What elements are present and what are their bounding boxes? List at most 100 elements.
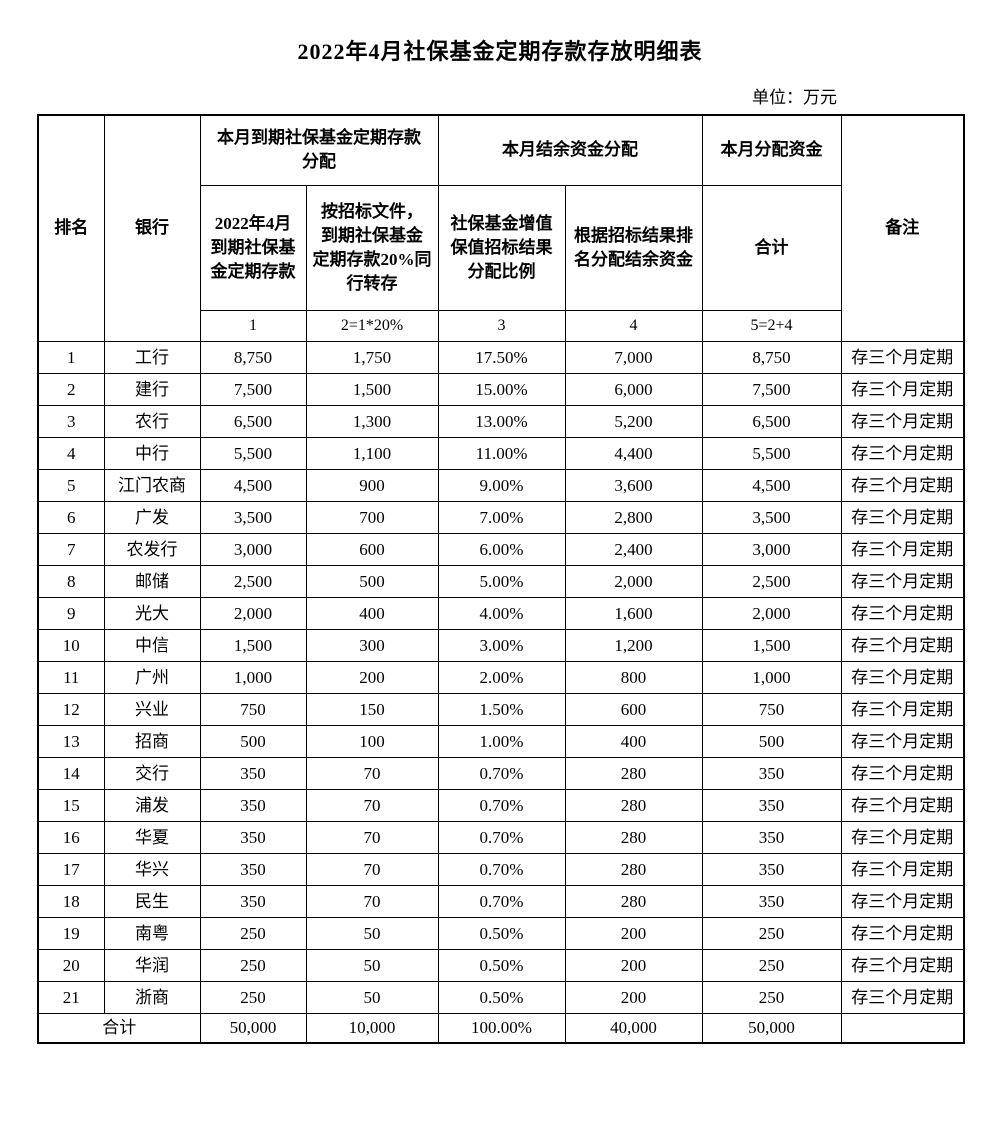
table-row: 11 广州 1,000 200 2.00% 800 1,000 存三个月定期 — [37, 660, 965, 694]
cell-ratio: 2.00% — [437, 660, 566, 694]
cell-ratio: 3.00% — [437, 628, 566, 662]
table-row: 12 兴业 750 150 1.50% 600 750 存三个月定期 — [37, 692, 965, 726]
page-title: 2022年4月社保基金定期存款存放明细表 — [297, 39, 703, 64]
table-row: 19 南粤 250 50 0.50% 200 250 存三个月定期 — [37, 916, 965, 950]
cell-matured-deposit: 750 — [199, 692, 307, 726]
cell-matured-deposit: 250 — [199, 916, 307, 950]
cell-matured-deposit: 2,500 — [199, 564, 307, 598]
cell-ratio: 0.70% — [437, 820, 566, 854]
header-balance-alloc: 根据招标结果排 名分配结余资金 — [564, 184, 703, 311]
cell-allocated-total: 250 — [701, 916, 842, 950]
cell-bank: 南粤 — [103, 916, 201, 950]
cell-matured-deposit: 350 — [199, 852, 307, 886]
cell-ratio: 0.70% — [437, 884, 566, 918]
total-matured-deposit: 50,000 — [199, 1012, 307, 1044]
total-row: 合计 50,000 10,000 100.00% 40,000 50,000 — [37, 1012, 965, 1044]
cell-allocated-total: 250 — [701, 948, 842, 982]
cell-remark: 存三个月定期 — [840, 756, 965, 790]
cell-rank: 6 — [37, 500, 105, 534]
cell-transfer: 400 — [305, 596, 439, 630]
cell-remark: 存三个月定期 — [840, 340, 965, 374]
cell-remark: 存三个月定期 — [840, 916, 965, 950]
formula-col3: 3 — [437, 309, 566, 342]
cell-remark: 存三个月定期 — [840, 692, 965, 726]
cell-balance-alloc: 1,600 — [564, 596, 703, 630]
cell-ratio: 9.00% — [437, 468, 566, 502]
cell-balance-alloc: 200 — [564, 916, 703, 950]
cell-allocated-total: 7,500 — [701, 372, 842, 406]
cell-matured-deposit: 250 — [199, 980, 307, 1014]
cell-remark: 存三个月定期 — [840, 372, 965, 406]
table-row: 5 江门农商 4,500 900 9.00% 3,600 4,500 存三个月定… — [37, 468, 965, 502]
cell-ratio: 0.70% — [437, 756, 566, 790]
cell-allocated-total: 350 — [701, 884, 842, 918]
cell-ratio: 1.00% — [437, 724, 566, 758]
cell-ratio: 0.50% — [437, 948, 566, 982]
cell-matured-deposit: 3,000 — [199, 532, 307, 566]
cell-rank: 16 — [37, 820, 105, 854]
cell-bank: 农发行 — [103, 532, 201, 566]
cell-allocated-total: 350 — [701, 820, 842, 854]
cell-remark: 存三个月定期 — [840, 948, 965, 982]
cell-ratio: 4.00% — [437, 596, 566, 630]
cell-balance-alloc: 280 — [564, 884, 703, 918]
cell-rank: 19 — [37, 916, 105, 950]
cell-allocated-total: 4,500 — [701, 468, 842, 502]
cell-remark: 存三个月定期 — [840, 724, 965, 758]
cell-balance-alloc: 3,600 — [564, 468, 703, 502]
cell-transfer: 900 — [305, 468, 439, 502]
cell-rank: 18 — [37, 884, 105, 918]
table-row: 2 建行 7,500 1,500 15.00% 6,000 7,500 存三个月… — [37, 372, 965, 406]
cell-transfer: 1,750 — [305, 340, 439, 374]
cell-balance-alloc: 1,200 — [564, 628, 703, 662]
cell-bank: 华夏 — [103, 820, 201, 854]
total-balance-alloc: 40,000 — [564, 1012, 703, 1044]
table-row: 16 华夏 350 70 0.70% 280 350 存三个月定期 — [37, 820, 965, 854]
cell-transfer: 150 — [305, 692, 439, 726]
unit-label: 单位：万元 — [752, 88, 837, 107]
cell-ratio: 6.00% — [437, 532, 566, 566]
cell-ratio: 7.00% — [437, 500, 566, 534]
cell-matured-deposit: 2,000 — [199, 596, 307, 630]
table-row: 18 民生 350 70 0.70% 280 350 存三个月定期 — [37, 884, 965, 918]
cell-remark: 存三个月定期 — [840, 500, 965, 534]
cell-bank: 建行 — [103, 372, 201, 406]
cell-bank: 交行 — [103, 756, 201, 790]
cell-allocated-total: 500 — [701, 724, 842, 758]
cell-allocated-total: 350 — [701, 756, 842, 790]
cell-allocated-total: 250 — [701, 980, 842, 1014]
formula-col2: 2=1*20% — [305, 309, 439, 342]
cell-remark: 存三个月定期 — [840, 980, 965, 1014]
cell-allocated-total: 350 — [701, 788, 842, 822]
cell-rank: 9 — [37, 596, 105, 630]
cell-balance-alloc: 2,000 — [564, 564, 703, 598]
cell-matured-deposit: 350 — [199, 756, 307, 790]
cell-balance-alloc: 2,400 — [564, 532, 703, 566]
cell-ratio: 0.70% — [437, 788, 566, 822]
cell-remark: 存三个月定期 — [840, 404, 965, 438]
cell-bank: 光大 — [103, 596, 201, 630]
cell-ratio: 13.00% — [437, 404, 566, 438]
cell-allocated-total: 2,000 — [701, 596, 842, 630]
table-row: 21 浙商 250 50 0.50% 200 250 存三个月定期 — [37, 980, 965, 1014]
cell-rank: 15 — [37, 788, 105, 822]
total-remark — [840, 1012, 965, 1044]
cell-allocated-total: 750 — [701, 692, 842, 726]
cell-balance-alloc: 4,400 — [564, 436, 703, 470]
cell-bank: 兴业 — [103, 692, 201, 726]
cell-allocated-total: 8,750 — [701, 340, 842, 374]
cell-remark: 存三个月定期 — [840, 436, 965, 470]
cell-transfer: 200 — [305, 660, 439, 694]
cell-bank: 民生 — [103, 884, 201, 918]
cell-transfer: 70 — [305, 884, 439, 918]
cell-ratio: 15.00% — [437, 372, 566, 406]
cell-balance-alloc: 200 — [564, 948, 703, 982]
cell-transfer: 50 — [305, 948, 439, 982]
cell-remark: 存三个月定期 — [840, 628, 965, 662]
cell-matured-deposit: 350 — [199, 820, 307, 854]
table-row: 8 邮储 2,500 500 5.00% 2,000 2,500 存三个月定期 — [37, 564, 965, 598]
table-row: 3 农行 6,500 1,300 13.00% 5,200 6,500 存三个月… — [37, 404, 965, 438]
cell-allocated-total: 3,000 — [701, 532, 842, 566]
cell-matured-deposit: 350 — [199, 884, 307, 918]
cell-bank: 浙商 — [103, 980, 201, 1014]
